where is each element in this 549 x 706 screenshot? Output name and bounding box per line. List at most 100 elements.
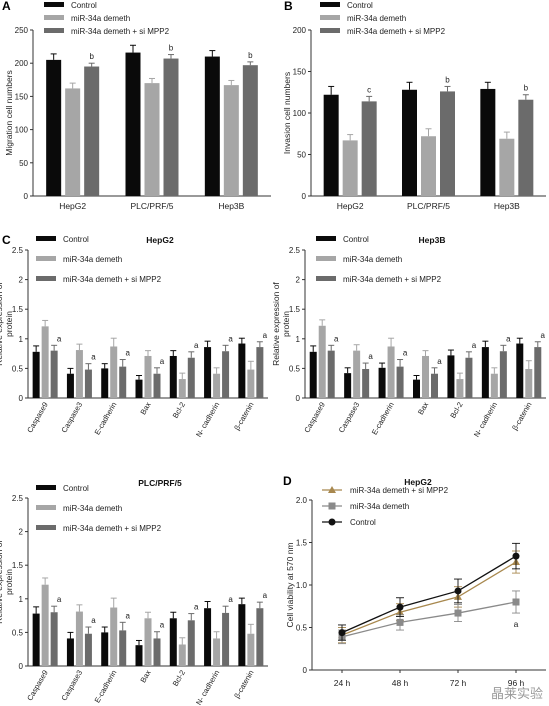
legend-label: miR-34a demeth + si MPP2 (350, 486, 449, 495)
bar (422, 355, 429, 398)
series-line (341, 561, 517, 636)
significance-label: a (194, 341, 199, 350)
bar (480, 88, 496, 196)
legend-swatch (36, 505, 56, 510)
y-tick-label: 0 (19, 394, 24, 403)
bar-chart-C: 0 0.5 1 1.5 2 2.5 Relative expression ofprotei… (0, 233, 268, 439)
legend-marker (328, 486, 336, 493)
legend-swatch (316, 276, 336, 281)
legend-label: miR-34a demeth (347, 14, 406, 23)
data-point (396, 618, 404, 626)
y-tick-label: 0.5 (12, 628, 24, 637)
bar (518, 99, 534, 196)
bar-chart-PLC/PRF/5: 0 0.5 1 1.5 2 2.5 Relative expression ofprotei… (0, 478, 268, 706)
bar (499, 351, 507, 398)
bar (213, 638, 221, 666)
bar (119, 366, 127, 398)
bar (387, 346, 395, 398)
bar (110, 346, 118, 398)
significance-label: a (91, 353, 96, 362)
bar (50, 612, 58, 666)
x-tick-label: Bcl-2 (171, 401, 187, 420)
bar (65, 88, 81, 196)
line-chart-D: 0 0.5 1.0 1.5 2.0 Cell viability at 570 nm D He… (283, 474, 546, 688)
y-tick-label: 1.0 (296, 581, 308, 590)
bar (144, 618, 152, 666)
bar (135, 645, 143, 666)
y-tick-label: 150 (293, 68, 307, 77)
data-point (396, 603, 404, 611)
bar (50, 350, 58, 398)
bar (465, 357, 473, 398)
y-tick-label: 1 (19, 595, 24, 604)
y-tick-label: 50 (19, 159, 28, 168)
significance-label: a (263, 331, 268, 340)
bar (110, 607, 118, 666)
significance-label: a (263, 591, 268, 600)
bar (169, 355, 177, 398)
legend-swatch (36, 276, 56, 281)
significance-label: a (506, 334, 511, 343)
bar (238, 343, 246, 398)
x-tick-label: Caspase3 (59, 401, 84, 435)
bar (135, 379, 143, 398)
y-tick-label: 0 (19, 662, 24, 671)
y-tick-label: 2 (296, 276, 301, 285)
y-tick-label: 2.5 (12, 246, 24, 255)
x-tick-label: N- cadherin (472, 401, 499, 439)
bar (481, 347, 489, 398)
x-tick-label: Bax (138, 400, 152, 416)
x-tick-label: Bcl-2 (171, 669, 187, 688)
legend-label: Control (63, 235, 89, 244)
bar (396, 366, 404, 398)
y-tick-label: 0 (302, 192, 307, 201)
significance-label: a (160, 621, 165, 630)
x-tick-label: Caspase3 (337, 401, 362, 435)
y-tick-label: 50 (297, 151, 306, 160)
significance-label: a (57, 334, 62, 343)
bar-chart-Hep3B: 0 0.5 1 1.5 2 2.5 Relative expression ofprotei… (271, 235, 546, 439)
bar (41, 584, 49, 666)
bar (222, 612, 230, 666)
bar (318, 325, 326, 398)
bar (41, 326, 49, 398)
y-tick-label: 200 (15, 59, 29, 68)
panel-letter: D (283, 474, 292, 488)
bar (178, 644, 186, 666)
x-tick-label: HepG2 (59, 201, 86, 211)
x-tick-label: Bcl-2 (448, 401, 464, 420)
y-tick-label: 1.5 (12, 561, 24, 570)
y-tick-label: 2 (19, 528, 24, 537)
chart-title: PLC/PRF/5 (138, 478, 182, 488)
y-axis-label: Cell viability at 570 nm (285, 542, 295, 627)
bar (421, 136, 436, 196)
legend-label: miR-34a demeth + si MPP2 (63, 275, 162, 284)
legend-swatch (320, 15, 340, 20)
series-line (341, 601, 517, 638)
legend-label: miR-34a demeth (350, 502, 409, 511)
bar (516, 343, 524, 398)
bar (213, 373, 221, 398)
significance-label: a (125, 349, 130, 358)
y-tick-label: 0.5 (12, 364, 24, 373)
x-tick-label: β-catenin (232, 669, 255, 700)
bar (163, 58, 179, 196)
legend-label: Control (71, 1, 97, 10)
legend-label: miR-34a demeth (71, 14, 130, 23)
bar (238, 604, 246, 666)
significance-label: a (334, 334, 339, 343)
significance-label: b (89, 52, 94, 61)
y-tick-label: 100 (15, 126, 29, 135)
x-tick-label: 24 h (334, 678, 351, 688)
significance-label: b (524, 84, 529, 93)
legend-label: miR-34a demeth (63, 504, 122, 513)
bar (223, 85, 239, 196)
y-axis-label: Relative expression ofprotein (271, 282, 291, 366)
x-tick-label: 96 h (508, 678, 525, 688)
bar-chart-A: 0 50 100 150 200 250 Migration cell numbers A He… (2, 0, 271, 211)
bar (242, 65, 258, 196)
x-tick-label: Caspase9 (25, 669, 50, 703)
panel-letter: B (284, 0, 293, 13)
x-tick-label: β-catenin (510, 401, 533, 432)
